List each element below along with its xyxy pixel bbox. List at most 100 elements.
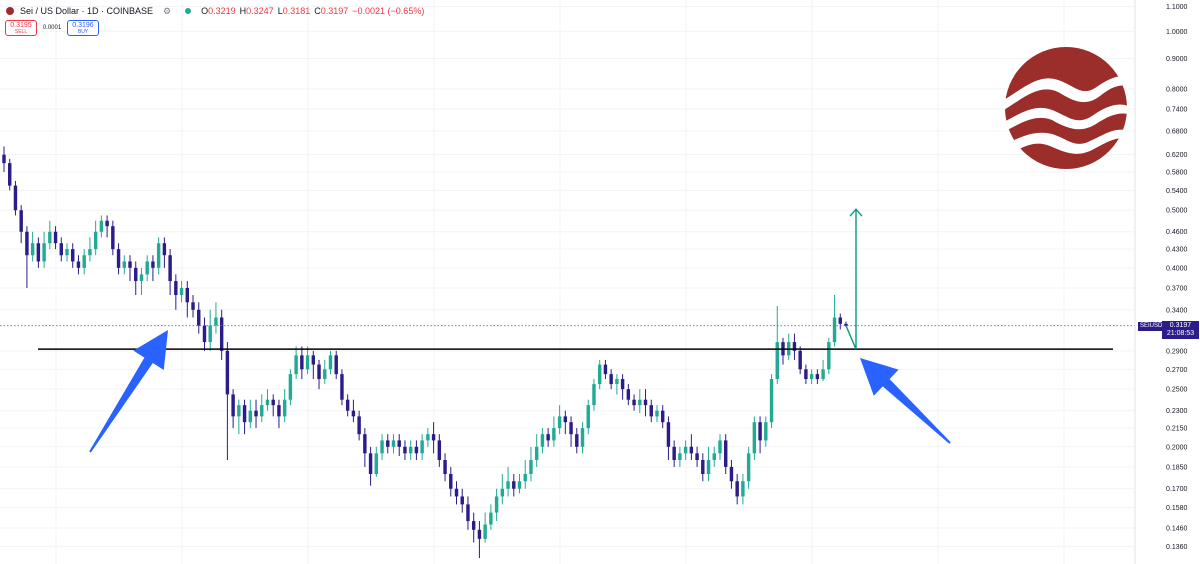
candle[interactable] (340, 369, 344, 406)
candle[interactable] (827, 337, 831, 375)
candle[interactable] (809, 369, 814, 385)
candle[interactable] (575, 428, 579, 454)
right-pointer-arrow[interactable] (860, 358, 951, 444)
candle[interactable] (712, 446, 716, 467)
left-pointer-arrow[interactable] (89, 330, 168, 453)
candle[interactable] (437, 434, 442, 467)
candle[interactable] (420, 434, 424, 461)
candle[interactable] (386, 434, 390, 454)
candle[interactable] (380, 434, 384, 461)
candle[interactable] (59, 237, 63, 262)
candle[interactable] (265, 389, 270, 411)
candle[interactable] (294, 346, 298, 380)
candle[interactable] (586, 399, 590, 435)
candle[interactable] (655, 405, 659, 423)
candle[interactable] (718, 434, 722, 461)
candle[interactable] (615, 374, 619, 395)
candle[interactable] (643, 389, 648, 417)
candle[interactable] (197, 302, 201, 334)
candle[interactable] (374, 446, 379, 477)
candle[interactable] (626, 384, 631, 406)
candle[interactable] (128, 255, 132, 282)
candle[interactable] (48, 220, 52, 250)
candle[interactable] (323, 359, 327, 385)
candle[interactable] (477, 521, 482, 558)
candle[interactable] (174, 274, 178, 310)
candle[interactable] (391, 434, 396, 454)
candle[interactable] (569, 416, 573, 447)
candle[interactable] (838, 313, 842, 330)
candle[interactable] (76, 255, 81, 275)
candle[interactable] (523, 460, 527, 489)
candle[interactable] (237, 399, 241, 435)
candle[interactable] (701, 453, 705, 482)
candle[interactable] (540, 428, 545, 454)
candle[interactable] (466, 496, 470, 530)
candle[interactable] (202, 317, 207, 351)
candle[interactable] (603, 359, 608, 380)
candle[interactable] (557, 405, 562, 435)
candle[interactable] (105, 215, 109, 238)
candle[interactable] (426, 428, 430, 447)
candle[interactable] (65, 243, 69, 262)
candle[interactable] (529, 446, 533, 482)
candle[interactable] (672, 440, 676, 467)
candle[interactable] (151, 255, 155, 282)
candle[interactable] (231, 389, 235, 429)
candle[interactable] (660, 405, 665, 429)
candle[interactable] (500, 473, 505, 505)
candle[interactable] (706, 446, 711, 482)
candle[interactable] (775, 306, 779, 385)
candle[interactable] (42, 231, 46, 268)
candle[interactable] (214, 302, 218, 334)
candle[interactable] (271, 394, 275, 417)
candle[interactable] (13, 180, 18, 216)
candle[interactable] (517, 473, 522, 494)
candle[interactable] (620, 374, 625, 400)
candle[interactable] (506, 466, 510, 497)
candle[interactable] (317, 359, 321, 390)
candle[interactable] (185, 281, 190, 318)
candle[interactable] (99, 215, 104, 238)
buy-button[interactable]: 0.3196 BUY (67, 20, 99, 36)
candle[interactable] (363, 428, 367, 467)
candle[interactable] (758, 416, 762, 454)
candle[interactable] (368, 446, 373, 486)
candle[interactable] (345, 394, 350, 417)
candle[interactable] (746, 446, 751, 489)
symbol-title[interactable]: Sei / US Dollar · 1D · COINBASE (20, 6, 154, 16)
candle[interactable] (609, 369, 613, 390)
candle[interactable] (225, 342, 230, 461)
candle[interactable] (111, 220, 115, 256)
candle[interactable] (134, 261, 138, 296)
candle[interactable] (471, 512, 476, 543)
candle[interactable] (71, 243, 75, 268)
candle[interactable] (489, 504, 493, 530)
candle[interactable] (741, 473, 745, 505)
candle[interactable] (139, 267, 144, 296)
candle[interactable] (288, 369, 293, 406)
candle[interactable] (179, 281, 184, 303)
candle[interactable] (431, 422, 436, 454)
candle[interactable] (2, 146, 6, 172)
candle[interactable] (649, 399, 653, 423)
candle[interactable] (25, 226, 29, 288)
candle[interactable] (764, 416, 768, 447)
candle[interactable] (683, 440, 688, 461)
candle[interactable] (483, 512, 487, 543)
price-axis[interactable]: 1.1000 1.0000 0.9000 0.8000 0.7400 0.6800 0.62… (1134, 0, 1200, 564)
candle[interactable] (30, 231, 35, 262)
candle[interactable] (242, 399, 247, 435)
settings-icon[interactable]: ⚙ (163, 5, 172, 16)
candle[interactable] (168, 249, 172, 296)
candle[interactable] (638, 389, 642, 413)
candle[interactable] (254, 399, 258, 429)
candle[interactable] (277, 399, 281, 429)
candle[interactable] (19, 205, 23, 244)
candle[interactable] (260, 394, 264, 423)
candle[interactable] (145, 255, 149, 282)
candle[interactable] (53, 226, 58, 250)
candle[interactable] (666, 416, 671, 461)
candle[interactable] (563, 410, 568, 435)
